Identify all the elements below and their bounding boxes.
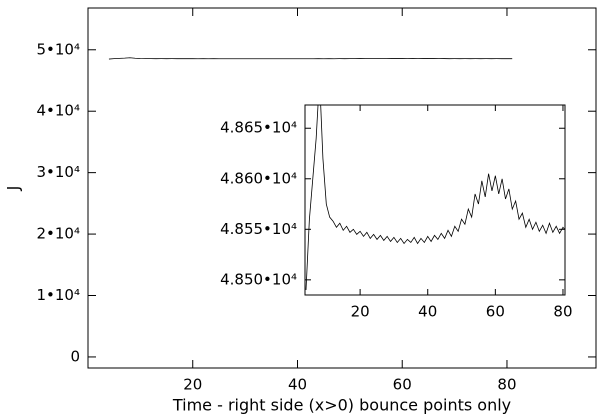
y-tick-label: 2•10⁴ (37, 225, 81, 243)
x-tick-label: 20 (351, 303, 370, 321)
x-tick-label: 80 (497, 376, 516, 394)
y-tick-label: 4.850•10⁴ (220, 270, 297, 288)
y-tick-label: 4•10⁴ (37, 102, 81, 120)
x-tick-label: 20 (183, 376, 202, 394)
data-line (305, 105, 565, 290)
x-axis-label: Time - right side (x>0) bounce points on… (172, 396, 511, 415)
x-tick-label: 40 (288, 376, 307, 394)
y-tick-label: 3•10⁴ (37, 163, 81, 181)
y-tick-label: 4.860•10⁴ (220, 169, 297, 187)
y-tick-label: 0 (70, 347, 80, 365)
x-tick-label: 80 (553, 303, 572, 321)
x-tick-label: 60 (486, 303, 505, 321)
y-tick-label: 4.855•10⁴ (220, 220, 297, 238)
data-line (108, 57, 513, 60)
y-tick-label: 4.865•10⁴ (220, 119, 297, 137)
x-tick-label: 40 (418, 303, 437, 321)
y-axis-label: J (4, 186, 23, 192)
x-tick-label: 60 (393, 376, 412, 394)
y-tick-label: 1•10⁴ (37, 286, 81, 304)
y-tick-label: 5•10⁴ (37, 40, 81, 58)
plot-frame (304, 104, 566, 296)
